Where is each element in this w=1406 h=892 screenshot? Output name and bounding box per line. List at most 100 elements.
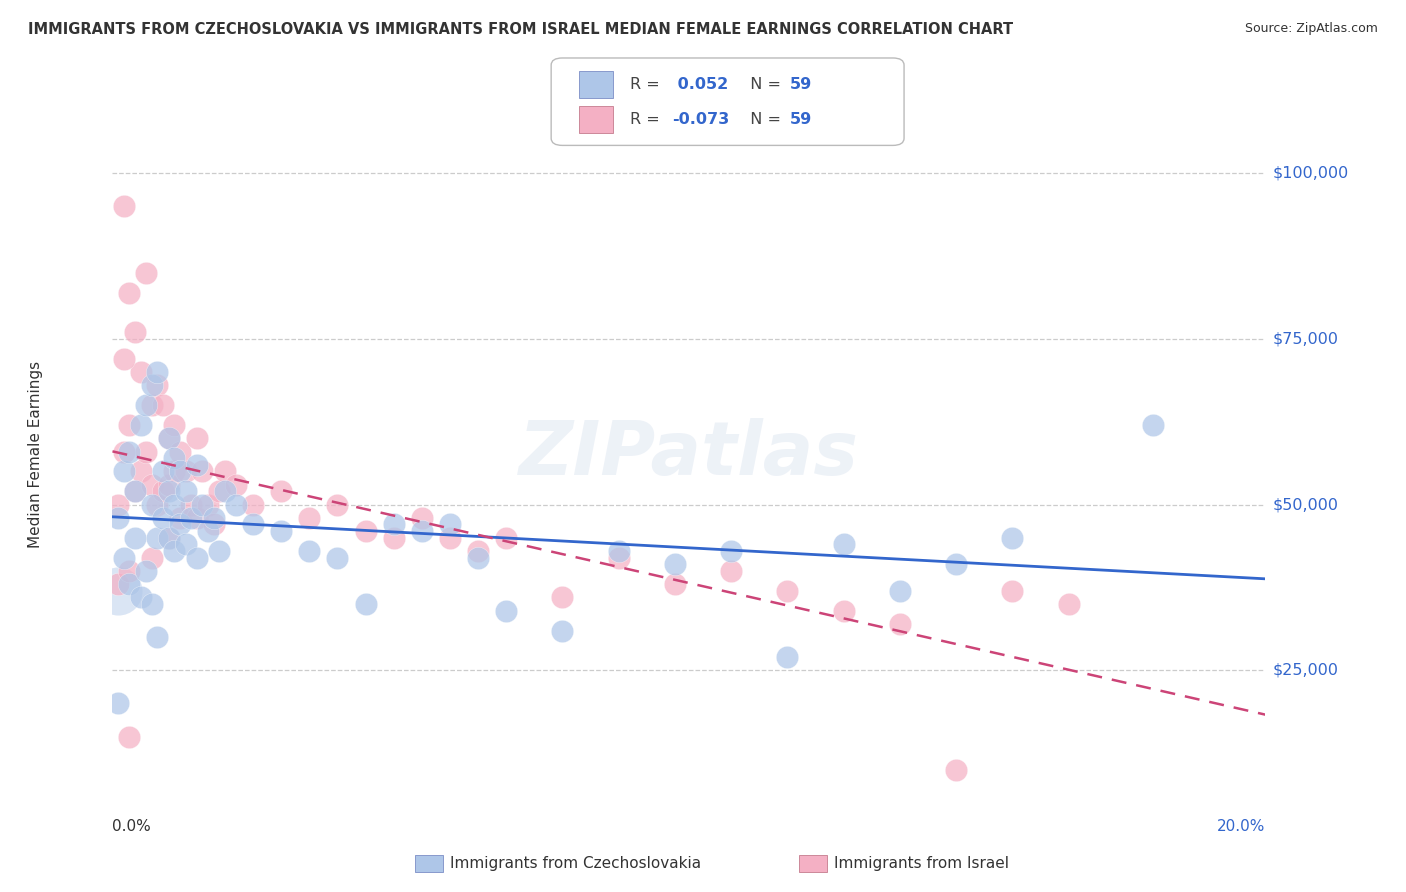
Point (157, 484, 180, 499)
Text: -0.073: -0.073 (672, 112, 730, 127)
Point (169, 444, 191, 458)
Point (832, 537, 855, 551)
Point (326, 550, 349, 565)
Point (141, 477, 163, 491)
Point (1001, 583, 1024, 598)
Point (124, 484, 146, 499)
Point (720, 544, 742, 558)
Point (163, 498, 186, 512)
Text: N =: N = (740, 77, 786, 92)
Point (945, 763, 967, 777)
Point (129, 365, 152, 379)
Point (163, 418, 186, 433)
Point (107, 511, 129, 525)
Point (118, 730, 141, 744)
Text: $50,000: $50,000 (1272, 497, 1339, 512)
Point (439, 531, 461, 545)
Point (157, 431, 180, 445)
Point (180, 511, 202, 525)
Point (146, 531, 169, 545)
Point (191, 465, 214, 479)
Point (225, 477, 247, 491)
Point (191, 498, 214, 512)
Point (382, 517, 405, 532)
Point (129, 418, 152, 433)
Point (107, 498, 129, 512)
Point (112, 444, 135, 458)
Point (208, 544, 231, 558)
Point (270, 484, 292, 499)
Point (607, 550, 630, 565)
Point (135, 398, 157, 412)
Point (776, 650, 799, 665)
Point (169, 465, 191, 479)
Point (326, 498, 349, 512)
Point (208, 484, 231, 499)
Text: 59: 59 (790, 77, 813, 92)
Point (118, 564, 141, 578)
Text: 20.0%: 20.0% (1218, 819, 1265, 834)
Point (186, 550, 208, 565)
Point (889, 583, 911, 598)
Point (141, 597, 163, 611)
Text: R =: R = (630, 112, 665, 127)
Point (118, 418, 141, 433)
Point (664, 558, 686, 572)
Point (174, 537, 197, 551)
Point (135, 564, 157, 578)
Point (118, 285, 141, 300)
Point (664, 577, 686, 591)
Point (152, 465, 174, 479)
Point (242, 498, 264, 512)
Point (118, 444, 141, 458)
Point (298, 511, 321, 525)
Text: 0.052: 0.052 (672, 77, 728, 92)
Point (141, 378, 163, 392)
Point (1142, 418, 1164, 433)
Point (112, 550, 135, 565)
Point (141, 398, 163, 412)
Point (242, 517, 264, 532)
Point (107, 697, 129, 711)
Point (298, 544, 321, 558)
Point (124, 531, 146, 545)
Point (157, 431, 180, 445)
Point (141, 498, 163, 512)
Point (152, 484, 174, 499)
Point (146, 365, 169, 379)
Point (225, 498, 247, 512)
Point (776, 583, 799, 598)
Point (197, 524, 219, 538)
Point (124, 484, 146, 499)
Point (146, 498, 169, 512)
Text: $100,000: $100,000 (1272, 166, 1348, 181)
Point (202, 517, 225, 532)
Point (135, 266, 157, 280)
Text: Median Female Earnings: Median Female Earnings (28, 361, 42, 549)
Point (163, 544, 186, 558)
Point (467, 544, 489, 558)
Point (124, 326, 146, 340)
Point (467, 550, 489, 565)
Text: 59: 59 (790, 112, 813, 127)
Point (354, 597, 377, 611)
Point (382, 531, 405, 545)
Point (146, 630, 169, 644)
Point (152, 511, 174, 525)
Point (118, 577, 141, 591)
Point (129, 465, 152, 479)
Point (495, 531, 517, 545)
Point (174, 465, 197, 479)
Point (551, 624, 574, 638)
Point (157, 531, 180, 545)
Point (186, 458, 208, 472)
Point (495, 604, 517, 618)
Point (107, 583, 129, 598)
Point (720, 564, 742, 578)
Text: 0.0%: 0.0% (112, 819, 152, 834)
Point (180, 498, 202, 512)
Text: $75,000: $75,000 (1272, 332, 1339, 346)
Text: Immigrants from Israel: Immigrants from Israel (834, 856, 1008, 871)
Point (157, 531, 180, 545)
Text: R =: R = (630, 77, 665, 92)
